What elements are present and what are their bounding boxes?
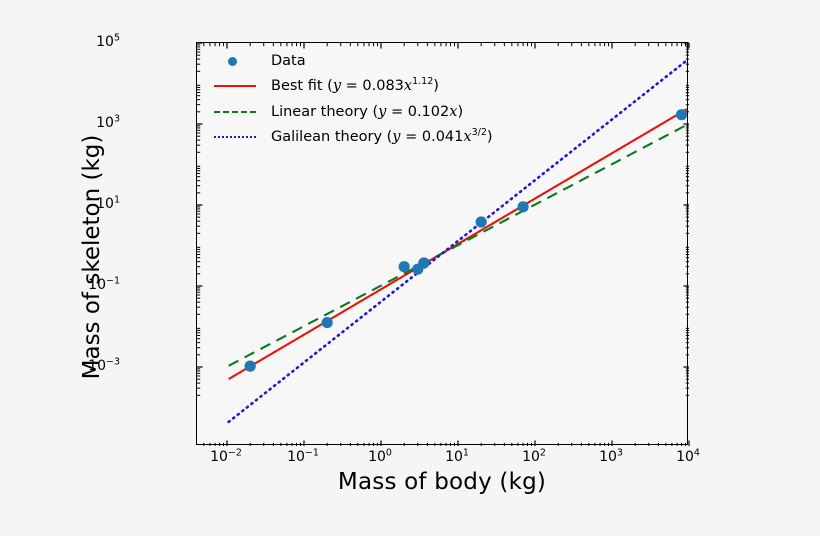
- plot-svg: [197, 42, 690, 446]
- x-tick-label: 100: [368, 447, 392, 465]
- data-point: [675, 109, 688, 121]
- x-tick-label: 10−1: [287, 447, 319, 465]
- axis-ticks: [197, 42, 690, 446]
- legend-item-data[interactable]: Data: [212, 48, 562, 74]
- y-tick-label: 10−3: [88, 356, 120, 374]
- x-axis-label: Mass of body (kg): [337, 469, 547, 495]
- data-point: [475, 216, 487, 228]
- legend: Data Best fit (y = 0.083x1.12) Linear th…: [212, 48, 562, 150]
- y-tick-label: 105: [96, 32, 120, 50]
- data-point: [418, 257, 430, 269]
- data-points: [244, 109, 688, 372]
- plot-area: [196, 42, 690, 446]
- data-point: [244, 360, 256, 372]
- data-point: [517, 201, 529, 213]
- y-tick-label: 10−1: [88, 275, 120, 293]
- legend-label-best-fit: Best fit (y = 0.083x1.12): [271, 76, 439, 95]
- x-tick-label: 103: [599, 447, 623, 465]
- data-point: [398, 261, 410, 273]
- x-tick-label: 102: [522, 447, 546, 465]
- legend-label-data: Data: [271, 52, 306, 69]
- fit-lines: [227, 59, 689, 424]
- x-tick-label: 101: [445, 447, 469, 465]
- legend-item-galilean-theory[interactable]: Galilean theory (y = 0.041x3/2): [212, 125, 562, 151]
- legend-item-linear-theory[interactable]: Linear theory (y = 0.102x): [212, 99, 562, 125]
- legend-line-dashed-icon: [212, 102, 258, 122]
- legend-marker-dot-icon: [212, 51, 258, 71]
- legend-line-dotted-icon: [212, 127, 258, 147]
- legend-label-galilean-theory: Galilean theory (y = 0.041x3/2): [271, 127, 493, 146]
- x-tick-label: 104: [676, 447, 700, 465]
- legend-label-linear-theory: Linear theory (y = 0.102x): [271, 103, 464, 120]
- y-tick-label: 103: [96, 113, 120, 131]
- y-tick-label: 101: [96, 194, 120, 212]
- legend-line-solid-icon: [212, 76, 258, 96]
- x-tick-label: 10−2: [210, 447, 242, 465]
- data-point: [321, 316, 333, 329]
- legend-item-best-fit[interactable]: Best fit (y = 0.083x1.12): [212, 74, 562, 100]
